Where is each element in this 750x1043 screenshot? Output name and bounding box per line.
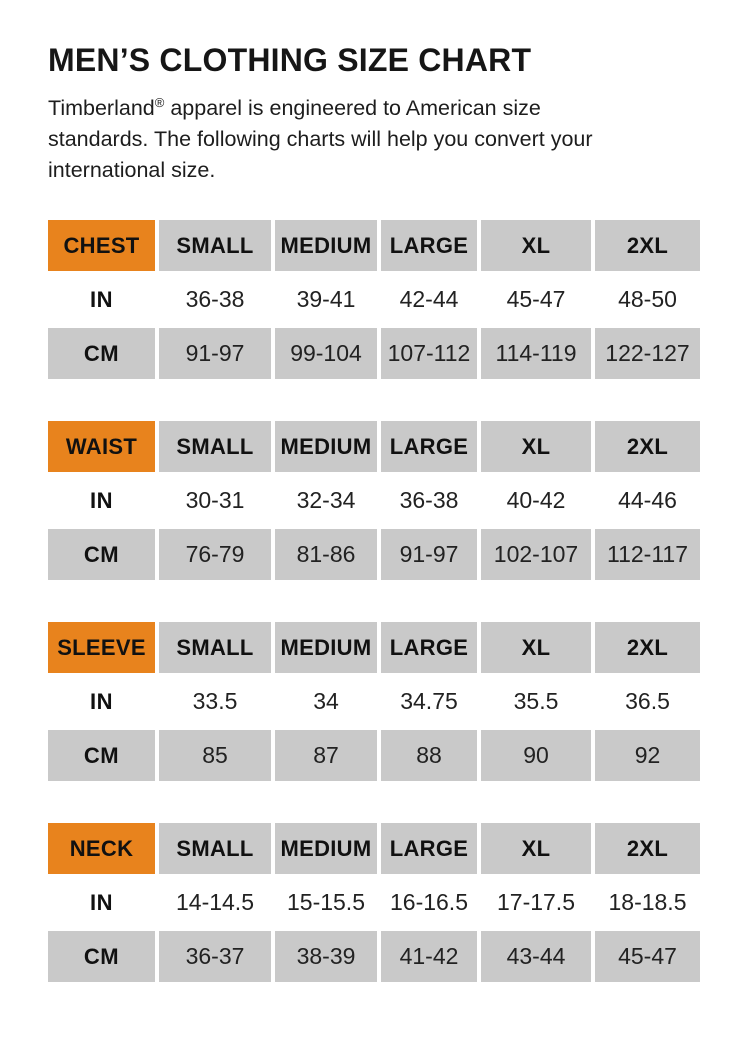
value-cell: 44-46 bbox=[618, 487, 677, 513]
unit-label-in: IN bbox=[90, 688, 113, 714]
intro-text: Timberland® apparel is engineered to Ame… bbox=[48, 93, 710, 186]
value-cell: 36-38 bbox=[185, 286, 245, 312]
value-cell: 45-47 bbox=[506, 286, 566, 312]
sleeve-label: SLEEVE bbox=[48, 622, 155, 673]
size-header-large: LARGE bbox=[381, 421, 477, 472]
registered-trademark-symbol: ® bbox=[154, 95, 165, 110]
value-cell: 76-79 bbox=[159, 529, 271, 580]
size-header-small: SMALL bbox=[159, 622, 271, 673]
waist-centimeters-row: CM 76-79 81-86 91-97 102-107 112-117 bbox=[48, 529, 700, 580]
neck-centimeters-row: CM 36-37 38-39 41-42 43-44 45-47 bbox=[48, 931, 700, 982]
value-cell: 91-97 bbox=[159, 328, 271, 379]
value-cell: 112-117 bbox=[595, 529, 700, 580]
value-cell: 14-14.5 bbox=[175, 889, 254, 915]
unit-label-cm: CM bbox=[48, 529, 155, 580]
unit-label-cm: CM bbox=[48, 931, 155, 982]
value-cell: 39-41 bbox=[296, 286, 356, 312]
size-header-medium: MEDIUM bbox=[275, 823, 377, 874]
value-cell: 38-39 bbox=[275, 931, 377, 982]
intro-line-3: international size. bbox=[48, 158, 216, 182]
value-cell: 42-44 bbox=[399, 286, 459, 312]
size-header-medium: MEDIUM bbox=[275, 220, 377, 271]
value-cell: 34.75 bbox=[400, 688, 458, 714]
value-cell: 36-37 bbox=[159, 931, 271, 982]
value-cell: 81-86 bbox=[275, 529, 377, 580]
waist-label: WAIST bbox=[48, 421, 155, 472]
waist-inches-row: IN 30-31 32-34 36-38 40-42 44-46 bbox=[48, 475, 700, 526]
value-cell: 18-18.5 bbox=[608, 889, 687, 915]
brand-name: Timberland bbox=[48, 96, 155, 120]
value-cell: 102-107 bbox=[481, 529, 591, 580]
size-header-2xl: 2XL bbox=[595, 622, 700, 673]
value-cell: 16-16.5 bbox=[389, 889, 468, 915]
size-header-medium: MEDIUM bbox=[275, 421, 377, 472]
neck-header-row: NECK SMALL MEDIUM LARGE XL 2XL bbox=[48, 823, 700, 874]
unit-label-in: IN bbox=[90, 286, 113, 312]
unit-label-in: IN bbox=[90, 487, 113, 513]
size-chart-page: MEN’S CLOTHING SIZE CHART Timberland® ap… bbox=[44, 42, 710, 985]
unit-label-cm: CM bbox=[48, 730, 155, 781]
size-header-xl: XL bbox=[481, 622, 591, 673]
value-cell: 17-17.5 bbox=[496, 889, 575, 915]
neck-size-table: NECK SMALL MEDIUM LARGE XL 2XL IN 14-14.… bbox=[44, 820, 704, 985]
size-header-large: LARGE bbox=[381, 823, 477, 874]
value-cell: 43-44 bbox=[481, 931, 591, 982]
value-cell: 48-50 bbox=[618, 286, 677, 312]
chest-size-table: CHEST SMALL MEDIUM LARGE XL 2XL IN 36-38… bbox=[44, 217, 704, 382]
size-header-2xl: 2XL bbox=[595, 823, 700, 874]
size-header-small: SMALL bbox=[159, 823, 271, 874]
chest-header-row: CHEST SMALL MEDIUM LARGE XL 2XL bbox=[48, 220, 700, 271]
value-cell: 33.5 bbox=[192, 688, 238, 714]
unit-label-cm: CM bbox=[48, 328, 155, 379]
value-cell: 34 bbox=[313, 688, 339, 714]
size-header-xl: XL bbox=[481, 220, 591, 271]
neck-label: NECK bbox=[48, 823, 155, 874]
intro-line-1: Timberland® apparel is engineered to Ame… bbox=[48, 93, 710, 124]
sleeve-inches-row: IN 33.5 34 34.75 35.5 36.5 bbox=[48, 676, 700, 727]
value-cell: 85 bbox=[159, 730, 271, 781]
value-cell: 32-34 bbox=[296, 487, 356, 513]
intro-line-1-rest: apparel is engineered to American size bbox=[164, 96, 541, 120]
value-cell: 91-97 bbox=[381, 529, 477, 580]
value-cell: 99-104 bbox=[275, 328, 377, 379]
neck-inches-row: IN 14-14.5 15-15.5 16-16.5 17-17.5 18-18… bbox=[48, 877, 700, 928]
size-header-small: SMALL bbox=[159, 421, 271, 472]
size-header-large: LARGE bbox=[381, 220, 477, 271]
waist-size-table: WAIST SMALL MEDIUM LARGE XL 2XL IN 30-31… bbox=[44, 418, 704, 583]
value-cell: 36.5 bbox=[625, 688, 670, 714]
size-header-xl: XL bbox=[481, 421, 591, 472]
value-cell: 36-38 bbox=[399, 487, 459, 513]
sleeve-header-row: SLEEVE SMALL MEDIUM LARGE XL 2XL bbox=[48, 622, 700, 673]
size-header-xl: XL bbox=[481, 823, 591, 874]
size-header-2xl: 2XL bbox=[595, 220, 700, 271]
value-cell: 15-15.5 bbox=[286, 889, 365, 915]
size-header-large: LARGE bbox=[381, 622, 477, 673]
value-cell: 40-42 bbox=[506, 487, 566, 513]
chest-centimeters-row: CM 91-97 99-104 107-112 114-119 122-127 bbox=[48, 328, 700, 379]
intro-line-2: standards. The following charts will hel… bbox=[48, 127, 593, 151]
value-cell: 90 bbox=[481, 730, 591, 781]
chest-inches-row: IN 36-38 39-41 42-44 45-47 48-50 bbox=[48, 274, 700, 325]
value-cell: 45-47 bbox=[595, 931, 700, 982]
value-cell: 35.5 bbox=[513, 688, 559, 714]
unit-label-in: IN bbox=[90, 889, 113, 915]
page-title: MEN’S CLOTHING SIZE CHART bbox=[48, 42, 532, 78]
value-cell: 92 bbox=[595, 730, 700, 781]
value-cell: 114-119 bbox=[481, 328, 591, 379]
size-header-2xl: 2XL bbox=[595, 421, 700, 472]
value-cell: 88 bbox=[381, 730, 477, 781]
value-cell: 41-42 bbox=[381, 931, 477, 982]
size-header-medium: MEDIUM bbox=[275, 622, 377, 673]
size-header-small: SMALL bbox=[159, 220, 271, 271]
value-cell: 122-127 bbox=[595, 328, 700, 379]
value-cell: 30-31 bbox=[185, 487, 245, 513]
value-cell: 87 bbox=[275, 730, 377, 781]
chest-label: CHEST bbox=[48, 220, 155, 271]
waist-header-row: WAIST SMALL MEDIUM LARGE XL 2XL bbox=[48, 421, 700, 472]
sleeve-size-table: SLEEVE SMALL MEDIUM LARGE XL 2XL IN 33.5… bbox=[44, 619, 704, 784]
sleeve-centimeters-row: CM 85 87 88 90 92 bbox=[48, 730, 700, 781]
value-cell: 107-112 bbox=[381, 328, 477, 379]
